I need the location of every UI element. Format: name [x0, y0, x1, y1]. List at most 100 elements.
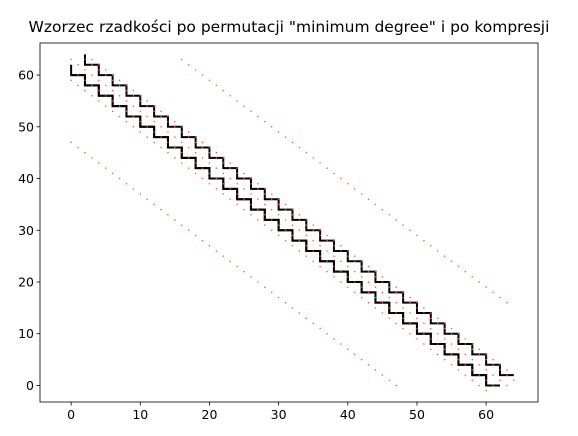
- sparsity-dot: [222, 172, 225, 175]
- sparsity-dot: [443, 358, 446, 361]
- sparsity-dot: [215, 151, 218, 154]
- sparsity-dot: [395, 322, 397, 325]
- sparsity-dot: [98, 100, 100, 102]
- sparsity-dot: [436, 322, 439, 325]
- sparsity-dot: [153, 105, 155, 107]
- sparsity-dot: [298, 312, 301, 314]
- sparsity-dot: [111, 79, 114, 81]
- sparsity-dot: [478, 384, 480, 387]
- sparsity-dot: [104, 84, 107, 87]
- sparsity-dot: [284, 203, 287, 206]
- sparsity-dot: [70, 58, 72, 61]
- sparsity-dot: [499, 364, 501, 366]
- sparsity-dot: [395, 291, 397, 294]
- sparsity-dot: [139, 120, 142, 123]
- sparsity-dot: [277, 234, 280, 237]
- sparsity-dot: [360, 358, 363, 361]
- sparsity-dot: [430, 312, 432, 314]
- sparsity-dot: [208, 162, 211, 164]
- sparsity-dot: [132, 105, 135, 107]
- sparsity-dot: [450, 343, 453, 345]
- sparsity-dot: [450, 260, 453, 263]
- y-tick-label: 40: [18, 171, 34, 186]
- sparsity-dot: [270, 126, 273, 128]
- sparsity-dot: [319, 245, 321, 247]
- sparsity-dot: [492, 291, 494, 294]
- sparsity-dot: [457, 338, 460, 340]
- sparsity-dot: [257, 198, 259, 200]
- sparsity-dot: [270, 291, 273, 294]
- sparsity-dot: [367, 301, 370, 304]
- sparsity-dot: [111, 74, 114, 76]
- sparsity-dot: [174, 146, 176, 149]
- sparsity-dot: [91, 74, 93, 76]
- sparsity-dot: [506, 369, 508, 371]
- sparsity-dot: [215, 188, 218, 190]
- sparsity-dot: [222, 193, 225, 195]
- sparsity-dot: [291, 141, 294, 144]
- sparsity-dot: [388, 317, 391, 319]
- sparsity-dot: [326, 260, 328, 263]
- sparsity-dot: [215, 177, 218, 180]
- sparsity-dot: [423, 307, 425, 309]
- sparsity-dot: [333, 172, 335, 175]
- sparsity-dot: [305, 219, 308, 221]
- sparsity-dot: [187, 136, 190, 138]
- sparsity-dot: [423, 332, 425, 335]
- sparsity-dot: [201, 146, 204, 149]
- staircase-line: [83, 54, 514, 377]
- sparsity-dot: [436, 353, 439, 356]
- sparsity-dot: [409, 322, 411, 325]
- sparsity-dot: [291, 245, 294, 247]
- sparsity-dot: [457, 358, 460, 361]
- sparsity-dot: [236, 193, 238, 195]
- sparsity-dot: [139, 131, 142, 133]
- sparsity-dot: [367, 281, 370, 283]
- sparsity-dot: [174, 136, 176, 138]
- sparsity-dot: [305, 255, 308, 257]
- sparsity-dot: [243, 188, 245, 190]
- sparsity-dot: [201, 167, 204, 169]
- sparsity-dot: [181, 224, 183, 226]
- plot-area: [70, 54, 515, 392]
- sparsity-dot: [416, 301, 418, 304]
- sparsity-dot: [194, 234, 197, 237]
- sparsity-dot: [153, 203, 155, 206]
- sparsity-dot: [153, 110, 155, 113]
- sparsity-dot: [125, 89, 128, 92]
- sparsity-dot: [319, 162, 321, 164]
- sparsity-dot: [395, 219, 397, 221]
- sparsity-dot: [381, 281, 384, 283]
- sparsity-dot: [374, 369, 377, 371]
- dotted-diagonal-series: [70, 79, 487, 392]
- sparsity-dot: [506, 301, 508, 304]
- sparsity-dot: [257, 219, 259, 221]
- sparsity-dot: [264, 193, 266, 195]
- sparsity-dot: [333, 338, 335, 340]
- sparsity-dot: [132, 126, 135, 128]
- sparsity-dot: [402, 327, 404, 330]
- sparsity-dot: [132, 188, 135, 190]
- sparsity-dot: [250, 177, 252, 180]
- sparsity-dot: [402, 307, 404, 309]
- sparsity-dot: [291, 208, 294, 211]
- sparsity-dot: [174, 120, 176, 123]
- sparsity-dot: [98, 89, 100, 92]
- sparsity-dot: [464, 343, 467, 345]
- x-tick-label: 10: [132, 407, 148, 422]
- sparsity-dot: [291, 307, 294, 309]
- sparsity-dot: [264, 120, 266, 123]
- sparsity-dot: [423, 312, 425, 314]
- sparsity-dot: [374, 296, 377, 299]
- sparsity-dot: [340, 250, 342, 252]
- sparsity-dot: [319, 265, 321, 268]
- sparsity-dot: [201, 177, 204, 180]
- sparsity-dot: [125, 100, 128, 102]
- sparsity-dot: [104, 69, 107, 71]
- sparsity-dot: [388, 307, 391, 309]
- chart-title: Wzorzec rzadkości po permutacji "minimum…: [29, 18, 550, 36]
- sparsity-dot: [423, 322, 425, 325]
- sparsity-dot: [381, 301, 384, 304]
